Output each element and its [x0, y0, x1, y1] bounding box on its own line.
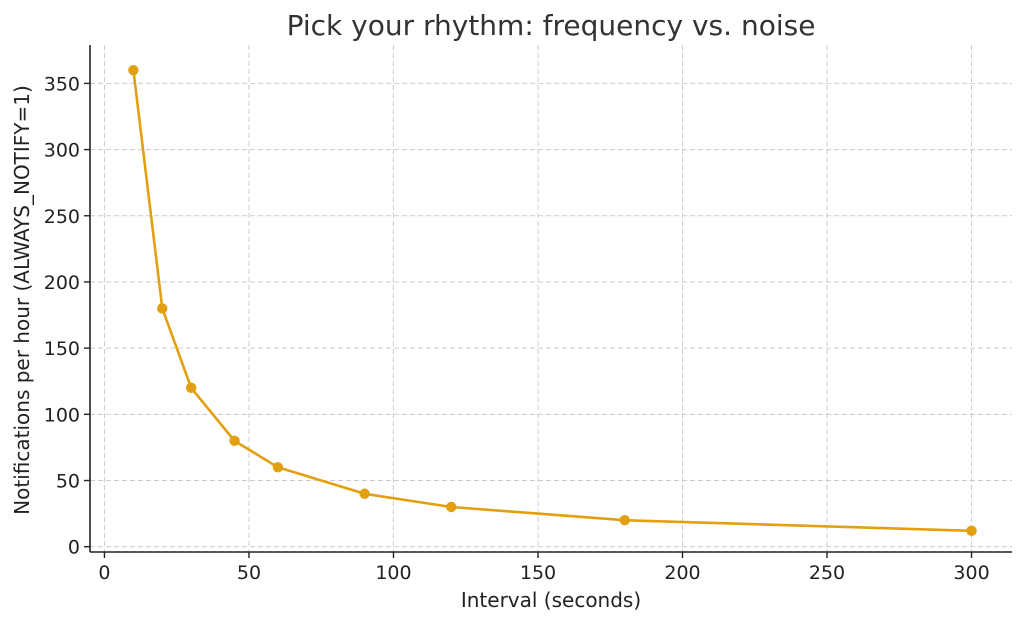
y-axis-label: Notifications per hour (ALWAYS_NOTIFY=1) [10, 85, 34, 515]
chart-title: Pick your rhythm: frequency vs. noise [287, 9, 816, 42]
data-point [128, 64, 139, 76]
data-point [446, 501, 457, 513]
y-tick-label: 150 [44, 338, 80, 360]
y-tick-label: 200 [44, 272, 80, 294]
y-tick-label: 100 [44, 404, 80, 426]
y-tick-label: 250 [44, 206, 80, 228]
x-tick-label: 50 [237, 562, 261, 584]
x-tick-label: 300 [953, 562, 989, 584]
data-point [359, 488, 370, 499]
x-tick-label: 100 [375, 562, 411, 584]
y-tick-label: 0 [68, 537, 80, 559]
axes [89, 45, 1012, 553]
data-point [229, 435, 240, 447]
data-point [185, 382, 197, 394]
y-tick-label: 350 [44, 73, 80, 95]
x-tick-label: 200 [664, 562, 700, 584]
y-tick-label: 50 [56, 471, 80, 493]
data-point [966, 525, 977, 537]
x-axis-label: Interval (seconds) [461, 588, 641, 612]
data-point [619, 515, 630, 526]
data-point [157, 303, 168, 314]
series-line [132, 70, 972, 533]
x-tick-label: 0 [98, 562, 110, 584]
x-tick-label: 250 [809, 562, 845, 584]
series [128, 64, 977, 537]
grid [90, 45, 1012, 552]
y-tick-label: 300 [44, 140, 80, 162]
ticks: 0 50 100 150 200 250 300 0 50 100 150 200 250 300 350 [44, 73, 990, 584]
x-tick-label: 150 [520, 562, 556, 584]
data-point [272, 462, 284, 473]
